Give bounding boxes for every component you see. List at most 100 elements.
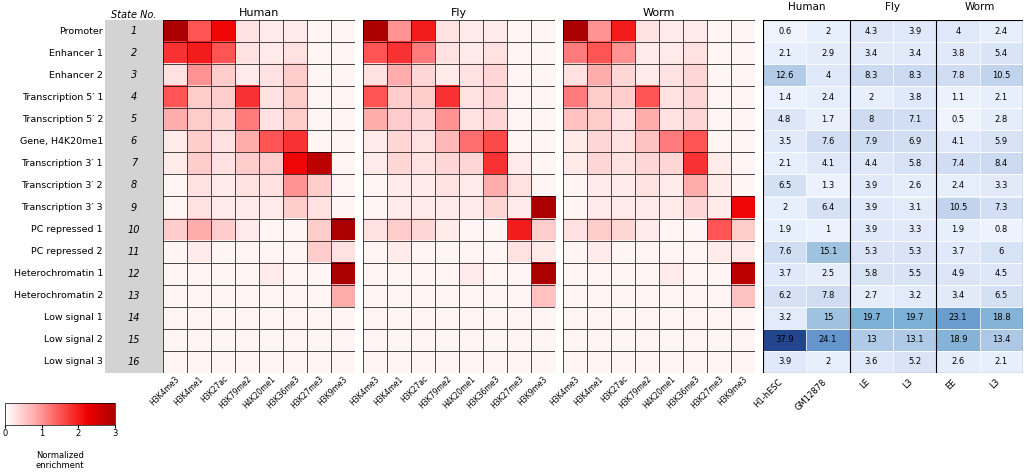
- Bar: [980, 42, 1023, 64]
- Text: Transcription 5′ 2: Transcription 5′ 2: [22, 115, 103, 124]
- Bar: [893, 241, 937, 263]
- Bar: [937, 86, 980, 108]
- Bar: [806, 42, 850, 64]
- Bar: [806, 64, 850, 86]
- Bar: [980, 307, 1023, 329]
- Text: 10.5: 10.5: [992, 70, 1011, 79]
- Bar: [806, 241, 850, 263]
- Text: 4: 4: [131, 92, 137, 102]
- Bar: [980, 175, 1023, 196]
- Bar: [850, 175, 893, 196]
- Text: Low signal 2: Low signal 2: [44, 335, 103, 344]
- Text: 8: 8: [131, 181, 137, 191]
- Bar: [980, 86, 1023, 108]
- Text: PC repressed 1: PC repressed 1: [32, 225, 103, 234]
- Text: 7.8: 7.8: [951, 70, 964, 79]
- Text: 1.9: 1.9: [778, 225, 792, 234]
- Bar: [105, 285, 163, 307]
- Bar: [937, 108, 980, 131]
- Text: 4.3: 4.3: [865, 26, 878, 35]
- Text: 8.4: 8.4: [995, 159, 1008, 168]
- Text: GM12878: GM12878: [793, 377, 828, 412]
- Bar: [893, 351, 937, 373]
- Bar: [850, 108, 893, 131]
- Text: 1.4: 1.4: [778, 93, 792, 102]
- Text: 4: 4: [825, 70, 831, 79]
- Bar: [806, 86, 850, 108]
- Bar: [980, 241, 1023, 263]
- Text: 4: 4: [955, 26, 960, 35]
- Bar: [980, 263, 1023, 285]
- Bar: [806, 152, 850, 175]
- Text: 12: 12: [127, 269, 140, 279]
- Text: 3: 3: [131, 70, 137, 80]
- Bar: [105, 351, 163, 373]
- Bar: [806, 196, 850, 219]
- Text: 6.9: 6.9: [908, 137, 921, 146]
- Bar: [763, 175, 806, 196]
- Bar: [893, 86, 937, 108]
- Text: Low signal 3: Low signal 3: [44, 358, 103, 367]
- Bar: [937, 152, 980, 175]
- Bar: [937, 329, 980, 351]
- Bar: [850, 196, 893, 219]
- Bar: [893, 263, 937, 285]
- Text: 8.3: 8.3: [865, 70, 878, 79]
- Text: 11: 11: [127, 246, 140, 257]
- Text: 1.7: 1.7: [821, 115, 835, 124]
- Text: 6.2: 6.2: [778, 291, 792, 300]
- Text: 0.6: 0.6: [778, 26, 792, 35]
- Bar: [763, 86, 806, 108]
- Text: 13.1: 13.1: [906, 335, 924, 344]
- Text: PC repressed 2: PC repressed 2: [32, 247, 103, 256]
- Bar: [105, 131, 163, 152]
- Text: 3.8: 3.8: [951, 49, 964, 58]
- Text: 6: 6: [998, 247, 1004, 256]
- Text: L3: L3: [902, 377, 915, 391]
- Bar: [105, 64, 163, 86]
- Text: 16: 16: [127, 357, 140, 367]
- Bar: [806, 219, 850, 241]
- Bar: [980, 131, 1023, 152]
- Text: 1.1: 1.1: [952, 93, 964, 102]
- Text: 3.3: 3.3: [908, 225, 921, 234]
- Text: Worm: Worm: [964, 2, 995, 12]
- Text: 19.7: 19.7: [862, 313, 881, 322]
- Text: 3.2: 3.2: [778, 313, 792, 322]
- Text: 2.8: 2.8: [995, 115, 1008, 124]
- Bar: [980, 329, 1023, 351]
- Bar: [105, 152, 163, 175]
- Bar: [850, 219, 893, 241]
- Text: Transcription 3′ 2: Transcription 3′ 2: [22, 181, 103, 190]
- Text: 3.1: 3.1: [908, 203, 921, 212]
- Bar: [850, 307, 893, 329]
- Bar: [850, 42, 893, 64]
- Text: 1: 1: [131, 26, 137, 36]
- Text: 2.6: 2.6: [951, 358, 964, 367]
- Bar: [105, 20, 163, 42]
- Text: 2.1: 2.1: [778, 49, 792, 58]
- Text: 7.6: 7.6: [821, 137, 835, 146]
- Text: 2: 2: [131, 48, 137, 58]
- Bar: [893, 108, 937, 131]
- Text: 5.3: 5.3: [865, 247, 878, 256]
- Text: 8.3: 8.3: [908, 70, 921, 79]
- Text: 1.3: 1.3: [821, 181, 835, 190]
- Bar: [893, 175, 937, 196]
- Text: 3.7: 3.7: [778, 269, 792, 278]
- Text: 23.1: 23.1: [949, 313, 967, 322]
- Text: 5.4: 5.4: [995, 49, 1007, 58]
- Bar: [893, 152, 937, 175]
- Text: EE: EE: [944, 377, 958, 391]
- Bar: [937, 263, 980, 285]
- Text: 5.3: 5.3: [908, 247, 921, 256]
- Bar: [105, 42, 163, 64]
- Bar: [105, 175, 163, 196]
- Text: 3.7: 3.7: [951, 247, 964, 256]
- Bar: [850, 131, 893, 152]
- Bar: [937, 196, 980, 219]
- Text: 0.8: 0.8: [995, 225, 1008, 234]
- Text: 6.5: 6.5: [995, 291, 1008, 300]
- Bar: [893, 329, 937, 351]
- Text: 0.5: 0.5: [952, 115, 964, 124]
